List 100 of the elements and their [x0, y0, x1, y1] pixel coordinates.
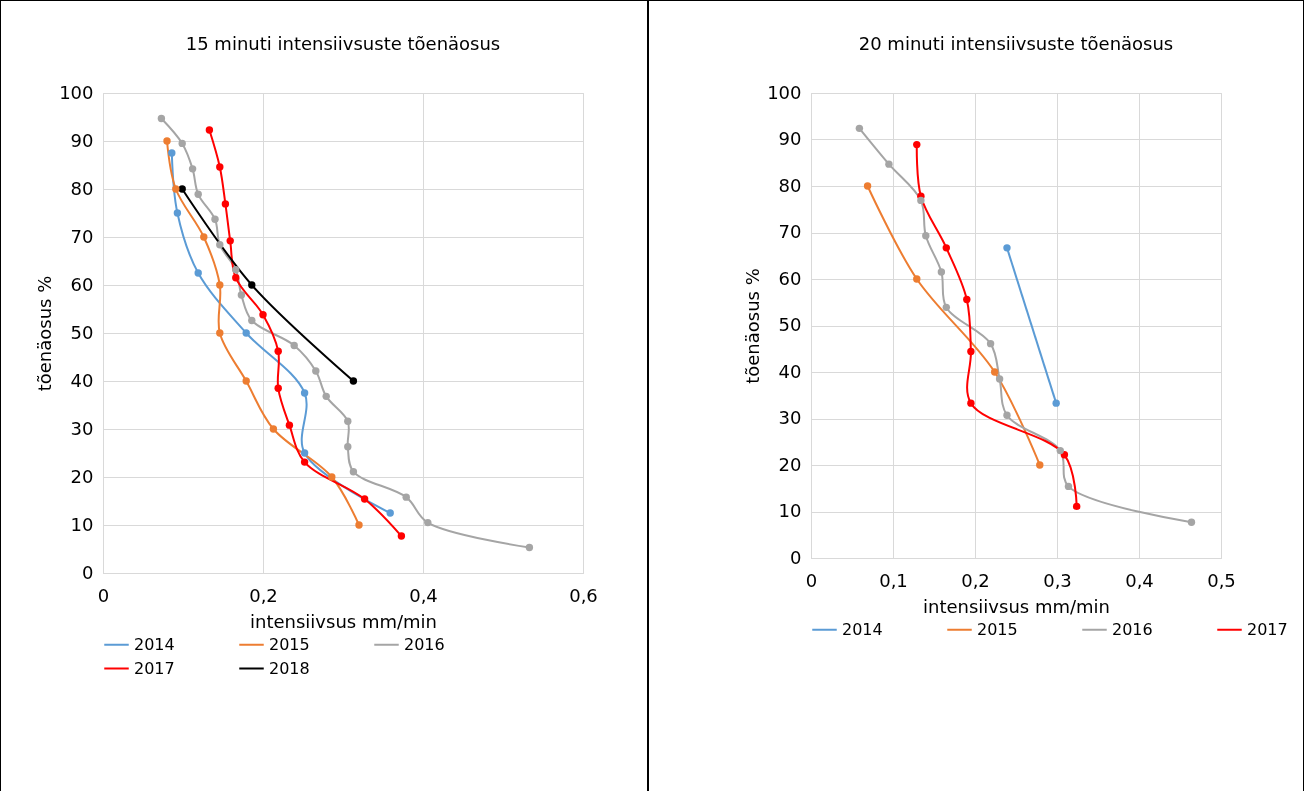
x-tick-label: 0,1 — [879, 569, 908, 591]
point — [913, 275, 921, 283]
point — [863, 182, 872, 190]
point — [290, 341, 298, 350]
point — [424, 518, 432, 527]
point — [1056, 446, 1064, 455]
point — [360, 495, 369, 503]
y-tick-label: 50 — [70, 321, 94, 343]
point — [942, 244, 951, 252]
y-tick-label: 60 — [70, 273, 94, 295]
point — [1003, 244, 1011, 252]
y-axis-title: tõenäosus % — [34, 275, 56, 392]
y-tick-label: 90 — [70, 129, 94, 151]
point — [344, 443, 352, 451]
legend-label: 2015 — [977, 619, 1018, 639]
point — [274, 384, 282, 392]
point — [226, 237, 234, 245]
x-tick-label: 0 — [97, 584, 110, 606]
y-tick-label: 10 — [70, 513, 94, 535]
x-tick-label: 0,2 — [961, 569, 990, 591]
point — [990, 368, 999, 376]
point — [211, 215, 219, 223]
legend-label: 2017 — [134, 658, 175, 678]
y-tick-label: 50 — [778, 314, 802, 335]
point — [242, 377, 250, 385]
point — [1052, 399, 1060, 407]
point — [995, 375, 1004, 383]
point — [312, 367, 320, 375]
point — [855, 124, 864, 133]
y-tick-label: 40 — [778, 360, 802, 382]
y-tick-label: 30 — [778, 407, 802, 428]
y-tick-label: 60 — [778, 267, 802, 289]
y-tick-label: 30 — [70, 417, 94, 439]
point — [285, 421, 294, 429]
x-tick-label: 0,6 — [569, 584, 598, 606]
point — [963, 295, 971, 304]
point — [216, 329, 224, 337]
point — [248, 316, 256, 325]
point — [917, 196, 925, 205]
point — [349, 377, 358, 385]
legend-label: 2014 — [134, 634, 175, 654]
point — [913, 140, 921, 149]
point — [386, 509, 394, 517]
y-tick-label: 20 — [70, 465, 94, 487]
point — [178, 139, 186, 148]
y-tick-label: 40 — [70, 369, 94, 391]
y-tick-label: 70 — [778, 221, 802, 242]
y-tick-label: 90 — [778, 128, 802, 149]
point — [300, 458, 309, 466]
x-tick-label: 0,2 — [249, 584, 278, 606]
point — [248, 281, 256, 289]
point — [300, 449, 309, 457]
point — [922, 232, 930, 240]
point — [216, 281, 224, 289]
point — [1036, 461, 1044, 469]
point — [163, 137, 171, 145]
point — [205, 126, 214, 134]
point — [942, 303, 951, 312]
point — [1072, 502, 1081, 511]
point — [168, 149, 176, 157]
x-tick-label: 0,5 — [1207, 569, 1236, 591]
legend-label: 2016 — [404, 634, 445, 654]
chart-title: 15 minuti intensiivsuste tõenäosus — [185, 33, 501, 54]
y-tick-label: 100 — [59, 81, 94, 103]
point — [232, 265, 240, 274]
point — [269, 425, 278, 433]
point — [397, 532, 406, 540]
point — [937, 268, 946, 276]
point — [200, 233, 208, 241]
point — [173, 209, 182, 217]
x-tick-label: 0,4 — [1125, 569, 1154, 591]
y-tick-label: 70 — [70, 225, 94, 247]
point — [885, 160, 893, 168]
point — [402, 493, 410, 501]
point — [194, 269, 202, 277]
x-axis-title: intensiivsus mm/min — [250, 610, 437, 632]
x-tick-label: 0 — [805, 569, 818, 591]
x-axis-title: intensiivsus mm/min — [923, 595, 1110, 617]
y-tick-label: 80 — [778, 174, 802, 196]
point — [216, 163, 224, 171]
point — [237, 291, 246, 299]
point — [259, 311, 267, 319]
point — [1064, 482, 1073, 491]
y-tick-label: 10 — [778, 500, 802, 521]
point — [274, 347, 282, 355]
point — [232, 274, 240, 282]
legend-label: 2015 — [269, 634, 310, 654]
point — [355, 521, 363, 529]
point — [1187, 518, 1196, 526]
y-tick-label: 100 — [767, 81, 802, 103]
point — [242, 329, 250, 337]
point — [344, 417, 352, 426]
point — [967, 399, 975, 407]
legend-label: 2018 — [269, 658, 310, 678]
point — [172, 185, 180, 193]
point — [328, 473, 336, 481]
point — [194, 190, 202, 198]
point — [188, 165, 197, 173]
x-tick-label: 0,3 — [1043, 569, 1072, 591]
point — [221, 200, 230, 208]
